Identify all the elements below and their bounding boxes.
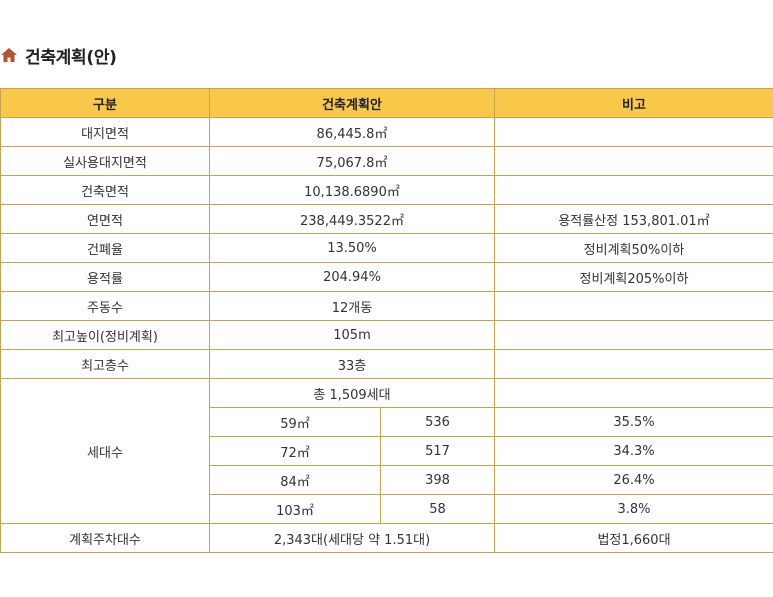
households-note [494,378,773,408]
table-header-row: 구분 건축계획안 비고 [0,88,773,118]
table-row-unit-type: 103㎡ 58 3.8% [1,494,773,524]
unit-count: 536 [380,407,495,437]
unit-size: 84㎡ [209,465,381,495]
row-value: 204.94% [209,262,495,292]
table-row: 건폐율 13.50% 정비계획50%이하 [0,233,773,263]
building-plan-table: 구분 건축계획안 비고 대지면적 86,445.8㎡ 실사용대지면적 75,06… [0,88,773,553]
unit-size: 72㎡ [209,436,381,466]
row-label: 건폐율 [0,233,210,263]
row-value: 238,449.3522㎡ [209,204,495,234]
row-label: 대지면적 [0,117,210,147]
row-note [494,349,773,379]
table-row: 최고층수 33층 [0,349,773,379]
table-row: 건축면적 10,138.6890㎡ [0,175,773,205]
row-note [494,320,773,350]
parking-label: 계획주차대수 [0,523,210,553]
row-note [494,291,773,321]
header-category: 구분 [0,88,210,118]
row-value: 75,067.8㎡ [209,146,495,176]
row-note: 용적률산정 153,801.01㎡ [494,204,773,234]
row-value: 105m [209,320,495,350]
table-row: 실사용대지면적 75,067.8㎡ [0,146,773,176]
row-value: 10,138.6890㎡ [209,175,495,205]
table-row: 대지면적 86,445.8㎡ [0,117,773,147]
table-row-unit-type: 72㎡ 517 34.3% [1,436,773,466]
unit-size: 59㎡ [209,407,381,437]
table-row: 최고높이(정비계획) 105m [0,320,773,350]
table-row-parking: 계획주차대수 2,343대(세대당 약 1.51대) 법정1,660대 [0,523,773,553]
row-note: 정비계획50%이하 [494,233,773,263]
row-label: 실사용대지면적 [0,146,210,176]
table-row: 주동수 12개동 [0,291,773,321]
unit-ratio: 34.3% [494,436,773,466]
households-label: 세대수 [0,378,210,524]
page-title: 건축계획(안) [25,47,117,68]
page-title-block: 건축계획(안) [0,43,117,68]
header-note: 비고 [494,88,773,118]
row-label: 용적률 [0,262,210,292]
unit-count: 58 [380,494,495,524]
row-note [494,175,773,205]
table-row-households: 세대수 총 1,509세대 [0,378,773,524]
unit-count: 517 [380,436,495,466]
row-value: 12개동 [209,291,495,321]
table-row: 연면적 238,449.3522㎡ 용적률산정 153,801.01㎡ [0,204,773,234]
row-note: 정비계획205%이하 [494,262,773,292]
row-value: 13.50% [209,233,495,263]
row-value: 86,445.8㎡ [209,117,495,147]
row-value: 33층 [209,349,495,379]
unit-count: 398 [380,465,495,495]
unit-ratio: 26.4% [494,465,773,495]
table-row: 용적률 204.94% 정비계획205%이하 [0,262,773,292]
row-label: 주동수 [0,291,210,321]
row-label: 최고층수 [0,349,210,379]
row-note [494,117,773,147]
table-row-unit-type: 84㎡ 398 26.4% [1,465,773,495]
unit-ratio: 35.5% [494,407,773,437]
parking-note: 법정1,660대 [494,523,773,553]
households-total: 총 1,509세대 [209,378,495,408]
parking-value: 2,343대(세대당 약 1.51대) [209,523,495,553]
row-label: 최고높이(정비계획) [0,320,210,350]
header-plan: 건축계획안 [209,88,495,118]
row-note [494,146,773,176]
house-icon [1,48,17,62]
unit-size: 103㎡ [209,494,381,524]
row-label: 건축면적 [0,175,210,205]
row-label: 연면적 [0,204,210,234]
unit-ratio: 3.8% [494,494,773,524]
